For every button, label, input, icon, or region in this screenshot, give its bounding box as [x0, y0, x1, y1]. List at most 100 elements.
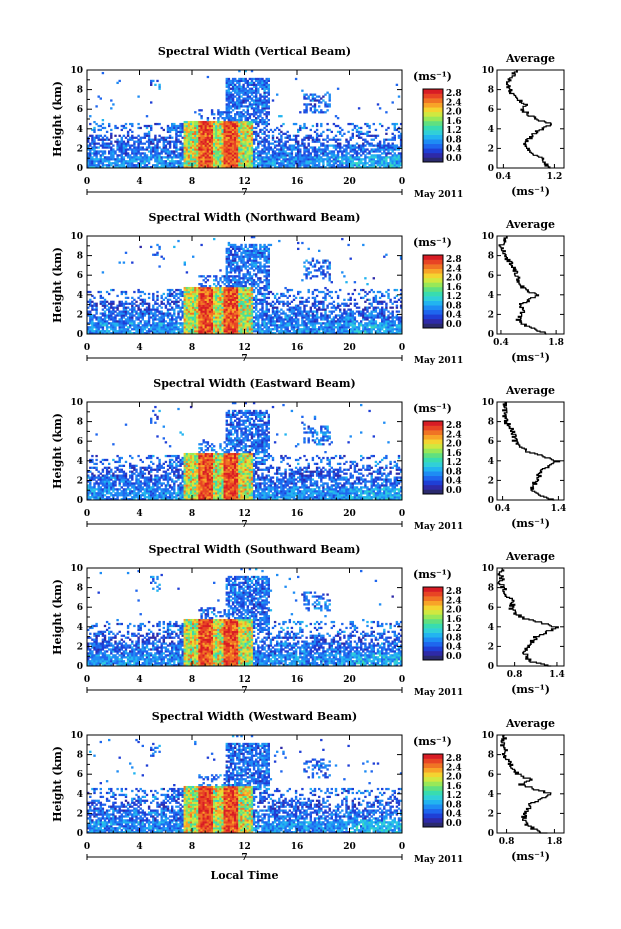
heatmap-cell [158, 83, 161, 86]
heatmap-cell [244, 310, 247, 313]
heatmap-cell [334, 162, 338, 165]
heatmap-cell [395, 128, 399, 132]
heatmap-cell [385, 154, 388, 157]
heatmap-cell [271, 160, 275, 163]
heatmap-cell [265, 111, 268, 114]
heatmap-cell [242, 120, 245, 124]
heatmap-cell [355, 162, 359, 165]
heatmap-cell [355, 152, 359, 155]
heatmap-cell [236, 91, 239, 94]
heatmap-cell [324, 154, 327, 157]
heatmap-cell [162, 162, 165, 165]
heatmap-cell [265, 122, 268, 126]
heatmap-cell [210, 140, 214, 143]
heatmap-cell [196, 160, 199, 163]
heatmap-cell [255, 294, 258, 298]
heatmap-cell [129, 160, 132, 163]
heatmap-cell [297, 156, 300, 159]
heatmap-cell [194, 144, 197, 147]
heatmap-cell [250, 107, 254, 110]
heatmap-cell [181, 324, 184, 327]
heatmap-cell [116, 324, 119, 327]
heatmap-cell [200, 117, 203, 120]
heatmap-cell [227, 251, 231, 254]
heatmap-cell [374, 136, 378, 139]
heatmap-cell [204, 277, 207, 280]
heatmap-cell [204, 152, 207, 155]
heatmap-cell [103, 146, 107, 149]
heatmap-cell [280, 164, 283, 167]
heatmap-cell [122, 310, 126, 313]
heatmap-cell [244, 251, 247, 254]
heatmap-cell [231, 77, 235, 81]
heatmap-cell [250, 253, 254, 256]
heatmap-cell [158, 247, 161, 251]
heatmap-cell [236, 148, 239, 151]
heatmap-cell [378, 154, 382, 157]
heatmap-cell [248, 271, 252, 274]
heatmap-cell [175, 134, 178, 137]
heatmap-cell [196, 296, 199, 300]
heatmap-cell [234, 296, 237, 300]
heatmap-cell [355, 166, 359, 169]
heatmap-cell [246, 255, 249, 258]
heatmap-cell [213, 162, 216, 165]
heatmap-cell [187, 150, 191, 153]
heatmap-cell [227, 160, 231, 163]
heatmap-cell [196, 138, 199, 141]
heatmap-cell [137, 326, 140, 329]
heatmap-cell [202, 286, 205, 290]
heatmap-cell [141, 156, 144, 159]
heatmap-cell [252, 142, 256, 145]
heatmap-cell [223, 136, 226, 139]
heatmap-cell [234, 330, 237, 333]
heatmap-cell [263, 296, 266, 300]
heatmap-cell [292, 166, 296, 169]
heatmap-cell [131, 320, 134, 323]
y-tick-label: 10 [70, 66, 83, 76]
heatmap-cell [374, 128, 378, 132]
heatmap-cell [202, 318, 205, 321]
heatmap-cell [95, 328, 98, 331]
heatmap-cell [89, 156, 92, 159]
heatmap-cell [219, 312, 222, 315]
heatmap-cell [221, 140, 224, 143]
heatmap-cell [200, 154, 203, 157]
heatmap-cell [200, 318, 203, 321]
heatmap-cell [250, 87, 254, 90]
heatmap-cell [263, 298, 266, 301]
heatmap-cell [286, 164, 289, 167]
heatmap-cell [122, 328, 126, 331]
heatmap-cell [292, 148, 296, 151]
heatmap-cell [198, 296, 201, 300]
heatmap-cell [95, 152, 98, 155]
heatmap-cell [234, 134, 237, 137]
heatmap-cell [177, 160, 180, 163]
heatmap-cell [208, 328, 212, 331]
heatmap-cell [189, 138, 193, 141]
heatmap-cell [118, 146, 121, 149]
heatmap-cell [246, 277, 249, 280]
heatmap-cell [143, 142, 147, 145]
heatmap-cell [137, 330, 140, 333]
heatmap-cell [236, 134, 239, 137]
heatmap-cell [158, 140, 161, 143]
heatmap-cell [208, 322, 212, 325]
heatmap-cell [345, 154, 348, 157]
heatmap-cell [267, 146, 270, 149]
heatmap-cell [194, 302, 197, 305]
heatmap-cell [162, 320, 165, 323]
heatmap-cell [303, 111, 306, 114]
heatmap-cell [110, 316, 113, 319]
heatmap-cell [189, 136, 193, 139]
heatmap-cell [259, 83, 262, 86]
heatmap-cell [183, 263, 186, 266]
heatmap-cell [208, 148, 212, 151]
heatmap-cell [339, 160, 342, 163]
heatmap-cell [173, 324, 176, 327]
heatmap-cell [225, 275, 228, 278]
heatmap-cell [229, 261, 233, 264]
heatmap-cell [242, 300, 245, 303]
heatmap-cell [95, 160, 98, 163]
heatmap-cell [196, 150, 199, 153]
